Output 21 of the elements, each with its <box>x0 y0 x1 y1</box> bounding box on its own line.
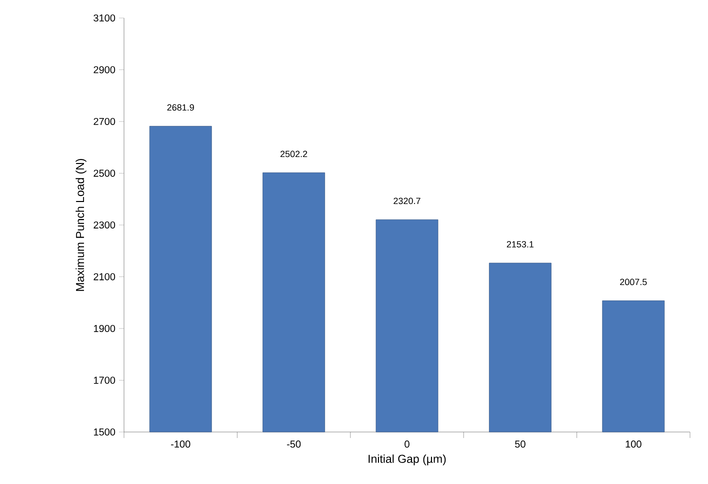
data-label: 2502.2 <box>280 150 308 158</box>
y-axis-title: Maximum Punch Load (N) <box>76 158 86 291</box>
y-tick-label: 1500 <box>94 428 116 436</box>
x-tick-label: 50 <box>515 440 526 448</box>
y-tick-label: 1700 <box>94 376 116 384</box>
y-tick-label: 2100 <box>94 273 116 280</box>
y-tick-label: 2300 <box>94 221 116 229</box>
x-tick-label: 100 <box>626 440 642 448</box>
data-label: 2320.7 <box>394 198 420 204</box>
x-tick-label: 0 <box>404 440 410 448</box>
data-label: 2681.9 <box>167 104 194 111</box>
data-label: 2007.5 <box>620 278 647 286</box>
data-label: 2153.1 <box>506 241 534 248</box>
y-tick-label: 2700 <box>94 118 116 126</box>
y-tick-label: 3100 <box>94 14 116 22</box>
y-tick-label: 2900 <box>94 66 116 74</box>
x-tick-label: -100 <box>171 440 190 448</box>
x-axis-title: Initial Gap (µm) <box>368 454 446 466</box>
y-tick-label: 1900 <box>94 324 116 332</box>
x-tick-label: -50 <box>287 440 301 448</box>
y-tick-label: 2500 <box>94 170 116 177</box>
